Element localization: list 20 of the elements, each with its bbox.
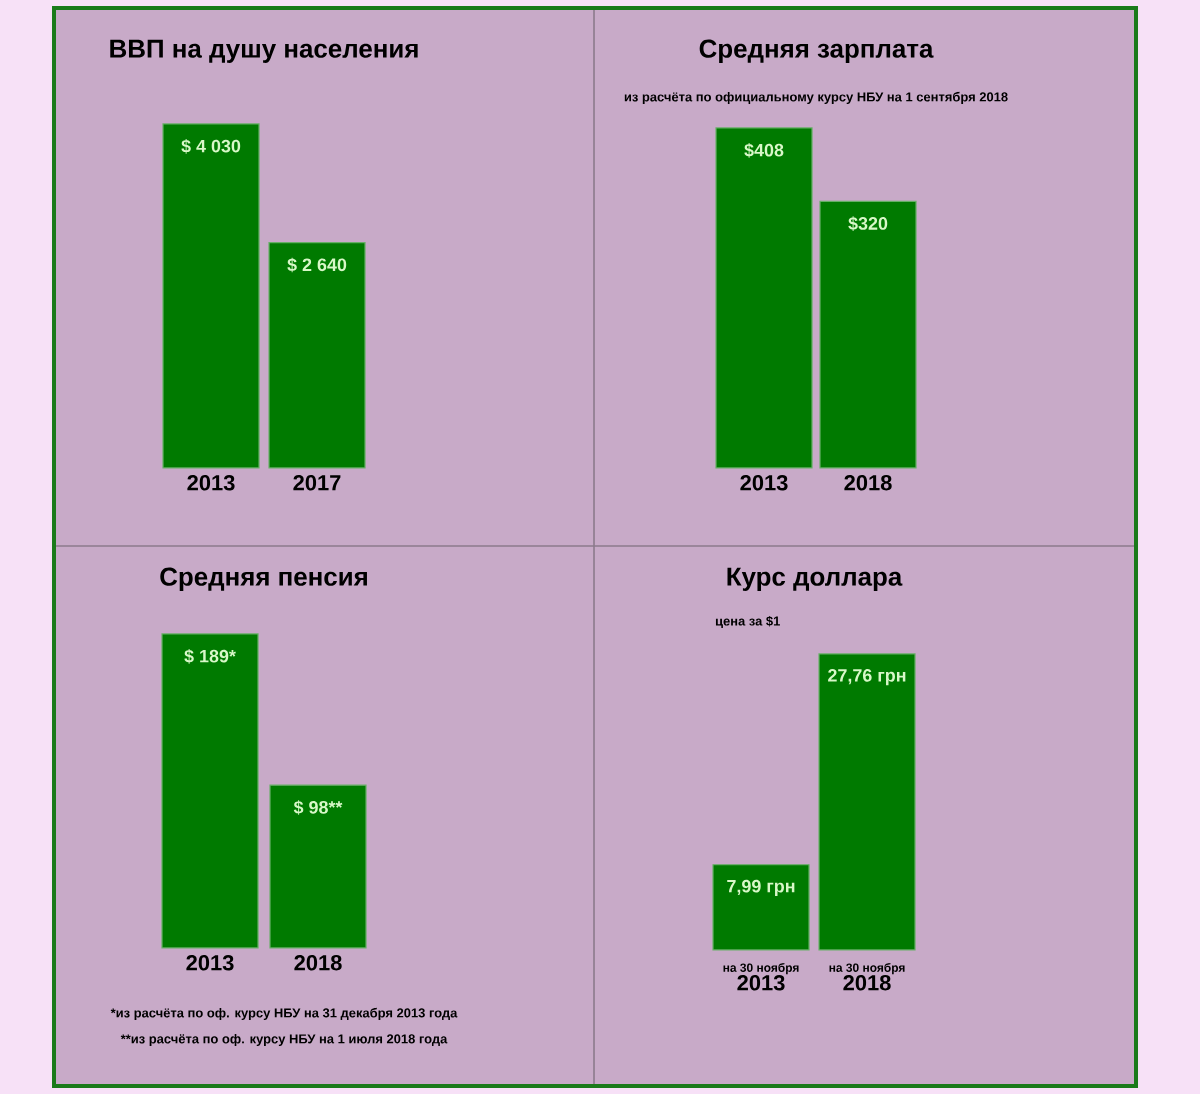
chart-title: Курс доллара [727, 567, 903, 591]
x-tick-label: 2013 [186, 955, 234, 971]
x-tick-label: 2013 [737, 975, 785, 991]
chart-title: ВВП на душу населения [110, 39, 418, 63]
chart-title: Средняя зарплата [699, 39, 934, 63]
data-label: $ 4 030 [181, 139, 241, 154]
data-label: $ 98** [293, 800, 343, 815]
data-label: $408 [744, 143, 784, 158]
chart-title: Средняя пенсия [160, 567, 367, 591]
data-label: $ 189* [184, 649, 236, 664]
data-label: 27,76 грн [828, 669, 906, 686]
x-tick-label: 2018 [294, 955, 342, 971]
data-label: $ 2 640 [287, 257, 347, 273]
x-tick-label: 2018 [843, 975, 891, 991]
x-tick-label: 2013 [740, 475, 788, 491]
x-tick-label: 2017 [293, 475, 341, 491]
x-tick-label: 2018 [844, 475, 892, 491]
data-label: $320 [848, 216, 888, 231]
x-tick-label: 2013 [187, 475, 235, 491]
data-label: 7,99 грн [727, 879, 795, 897]
